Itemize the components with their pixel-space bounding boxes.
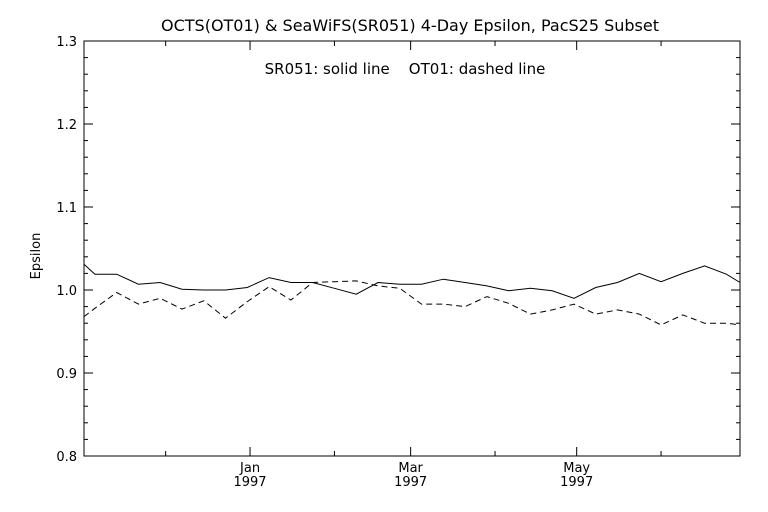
series-layer — [83, 263, 741, 326]
x-tick-label-year: 1997 — [233, 475, 266, 490]
y-tick-label: 0.8 — [56, 450, 77, 465]
y-axis: 0.8 0.9 1.0 1.1 1.2 1.3 — [56, 35, 740, 465]
plot-frame — [83, 40, 741, 457]
chart-title: OCTS(OT01) & SeaWiFS(SR051) 4-Day Epsilo… — [161, 16, 659, 35]
series-annotation: SR051: solid line OT01: dashed line — [265, 60, 546, 78]
x-tick-label-month: Jan — [239, 461, 260, 476]
y-axis-label: Epsilon — [29, 233, 44, 280]
y-tick-label: 0.9 — [56, 367, 77, 382]
y-tick-label: 1.0 — [56, 284, 77, 299]
y-tick-label: 1.3 — [56, 35, 77, 50]
x-tick-label-year: 1997 — [394, 475, 427, 490]
y-tick-label: 1.2 — [56, 118, 77, 133]
series-line-ot01 — [83, 280, 741, 326]
y-tick-label: 1.1 — [56, 201, 77, 216]
x-tick-label-month: Mar — [398, 461, 423, 476]
series-line-sr051 — [83, 263, 741, 299]
x-tick-label-year: 1997 — [560, 475, 593, 490]
x-tick-label-month: May — [563, 461, 590, 476]
